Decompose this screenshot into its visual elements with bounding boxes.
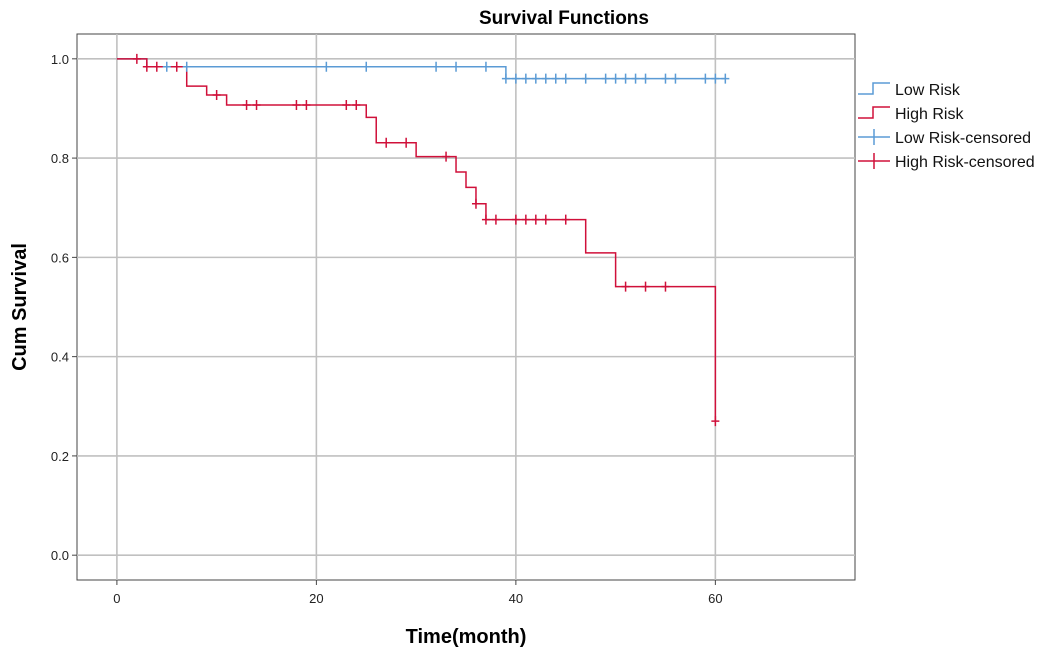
censor-mark-high <box>641 281 650 292</box>
censor-mark-high <box>511 214 520 225</box>
x-tick-label: 40 <box>509 591 523 606</box>
censor-mark-low <box>641 73 650 84</box>
censor-mark-low <box>521 73 530 84</box>
legend-label: Low Risk-censored <box>895 130 1031 147</box>
x-tick-label: 0 <box>113 591 120 606</box>
x-tick-label: 20 <box>309 591 323 606</box>
censor-mark-low <box>432 61 441 72</box>
y-tick-label: 0.6 <box>51 250 69 265</box>
x-tick-label: 60 <box>708 591 722 606</box>
censor-mark-high <box>142 61 151 72</box>
legend-swatch-censor <box>858 129 890 145</box>
grid-lines <box>77 34 855 580</box>
censor-mark-high <box>621 281 630 292</box>
censor-mark-low <box>621 73 630 84</box>
censor-mark-low <box>541 73 550 84</box>
censor-mark-high <box>491 214 500 225</box>
censor-mark-high <box>481 214 490 225</box>
censor-mark-low <box>362 61 371 72</box>
y-tick-label: 0.4 <box>51 350 69 365</box>
censor-mark-high <box>152 61 161 72</box>
censor-mark-high <box>172 61 181 72</box>
censor-mark-low <box>601 73 610 84</box>
legend: Low Risk High Risk Low Risk-censored High R… <box>858 82 1035 171</box>
censor-mark-high <box>471 198 480 209</box>
x-axis-title: Time(month) <box>406 626 527 648</box>
censor-mark-high <box>442 151 451 162</box>
censor-mark-low <box>721 73 730 84</box>
censor-mark-high <box>402 137 411 148</box>
legend-item: Low Risk-censored <box>858 129 1031 147</box>
y-tick-label: 0.8 <box>51 151 69 166</box>
legend-label: High Risk-censored <box>895 154 1035 171</box>
survival-curve-high <box>116 58 717 422</box>
censor-mark-high <box>661 281 670 292</box>
censor-mark-low <box>531 73 540 84</box>
censor-mark-high <box>521 214 530 225</box>
censor-mark-low <box>671 73 680 84</box>
censor-mark-low <box>481 61 490 72</box>
legend-swatch-line <box>858 106 890 119</box>
censor-mark-high <box>541 214 550 225</box>
y-tick-label: 1.0 <box>51 52 69 67</box>
censor-mark-high <box>242 99 251 110</box>
chart-title: Survival Functions <box>479 8 649 29</box>
censor-mark-high <box>382 137 391 148</box>
censor-mark-low <box>631 73 640 84</box>
censor-mark-low <box>711 73 720 84</box>
censor-mark-high <box>212 90 221 101</box>
legend-label: Low Risk <box>895 82 961 99</box>
censor-mark-low <box>661 73 670 84</box>
censor-mark-high <box>561 214 570 225</box>
censor-mark-high <box>342 99 351 110</box>
censor-marks <box>132 53 730 427</box>
censor-mark-high <box>252 99 261 110</box>
censor-mark-low <box>701 73 710 84</box>
censor-mark-low <box>551 73 560 84</box>
censor-mark-low <box>611 73 620 84</box>
censor-mark-low <box>581 73 590 84</box>
censor-mark-high <box>132 53 141 64</box>
censor-mark-high <box>711 416 720 427</box>
censor-mark-high <box>292 99 301 110</box>
legend-item: High Risk-censored <box>858 153 1035 171</box>
tick-labels: 0 20 40 60 0.0 0.2 0.4 0.6 0.8 1.0 <box>51 52 723 606</box>
censor-mark-high <box>531 214 540 225</box>
y-tick-label: 0.2 <box>51 449 69 464</box>
y-tick-label: 0.0 <box>51 548 69 563</box>
censor-mark-low <box>452 61 461 72</box>
censor-mark-low <box>322 61 331 72</box>
censor-mark-low <box>162 61 171 72</box>
y-axis-title: Cum Survival <box>9 243 31 371</box>
censor-mark-low <box>182 61 191 72</box>
censor-mark-high <box>352 99 361 110</box>
censor-mark-low <box>501 73 510 84</box>
censor-mark-high <box>302 99 311 110</box>
plot-area <box>76 33 856 581</box>
censor-mark-low <box>511 73 520 84</box>
legend-item: Low Risk <box>858 82 961 99</box>
legend-swatch-line <box>858 82 890 95</box>
legend-item: High Risk <box>858 106 964 123</box>
legend-label: High Risk <box>895 106 964 123</box>
legend-swatch-censor <box>858 153 890 169</box>
censor-mark-low <box>561 73 570 84</box>
